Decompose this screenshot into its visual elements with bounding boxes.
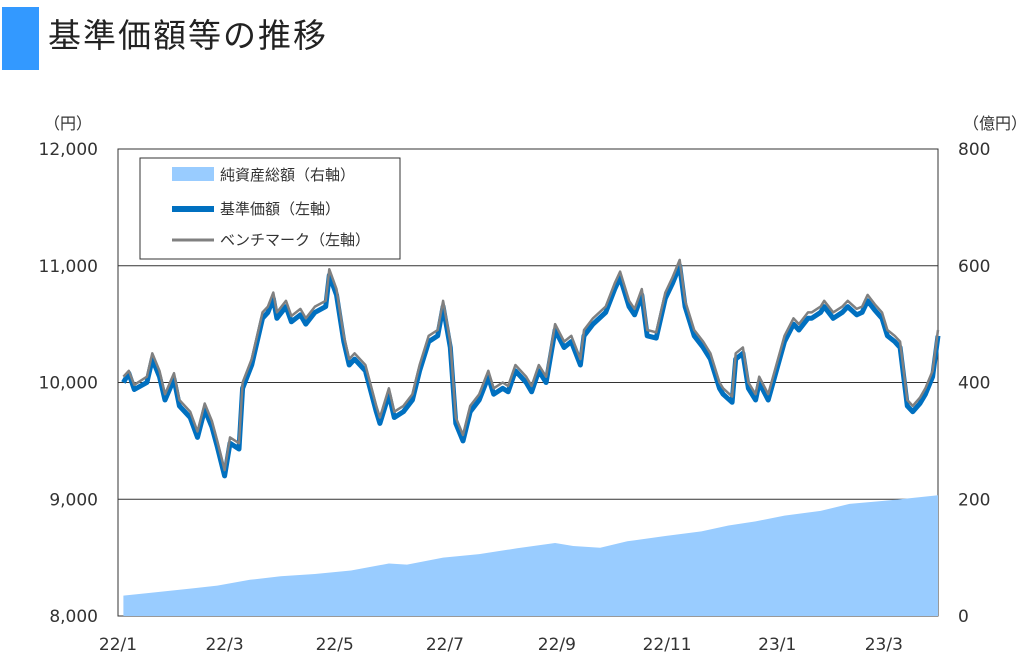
y-right-tick-label: 800 <box>958 140 990 160</box>
x-tick-label: 22/9 <box>538 635 576 655</box>
x-tick-label: 23/3 <box>865 635 903 655</box>
x-tick-label: 22/1 <box>99 635 137 655</box>
legend: 純資産総額（右軸） 基準価額（左軸） ベンチマーク（左軸） <box>139 157 401 260</box>
x-tick-label: 23/1 <box>758 635 796 655</box>
y-left-tick-label: 10,000 <box>39 374 98 394</box>
legend-label-nav: 基準価額（左軸） <box>220 200 340 218</box>
y-left-tick-label: 11,000 <box>39 257 98 277</box>
y-left-tick-label: 12,000 <box>39 140 98 160</box>
series-benchmark-line <box>122 258 940 472</box>
x-tick-label: 22/5 <box>316 635 354 655</box>
x-tick-label: 22/3 <box>205 635 243 655</box>
y-left-tick-label: 9,000 <box>49 490 98 510</box>
y-right-tick-label: 200 <box>958 490 990 510</box>
legend-label-net-assets: 純資産総額（右軸） <box>220 166 355 184</box>
legend-label-benchmark: ベンチマーク（左軸） <box>220 231 370 249</box>
title-accent-bar <box>2 7 39 70</box>
series-nav-line <box>121 263 941 479</box>
x-tick-label: 22/11 <box>643 635 692 655</box>
series-net-assets-area <box>123 495 938 616</box>
y-right-tick-label: 0 <box>958 607 969 627</box>
page-title: 基準価額等の推移 <box>48 16 328 55</box>
y-left-tick-label: 8,000 <box>49 607 98 627</box>
y-right-tick-label: 600 <box>958 257 990 277</box>
x-tick-label: 22/7 <box>426 635 464 655</box>
legend-swatch-net-assets <box>172 167 214 181</box>
y-right-tick-label: 400 <box>958 374 990 394</box>
right-axis-unit: （億円） <box>963 114 1024 133</box>
left-axis-unit: （円） <box>44 114 93 133</box>
